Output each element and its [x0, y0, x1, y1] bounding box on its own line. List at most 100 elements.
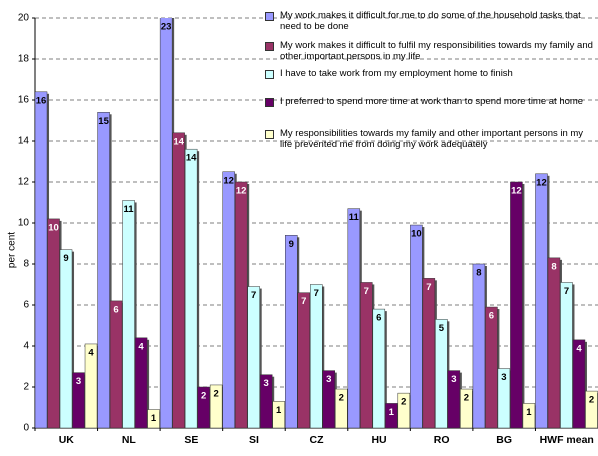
data-label: 4 [576, 343, 582, 354]
data-label: 6 [113, 304, 118, 315]
data-label: 2 [213, 388, 218, 399]
bar [385, 403, 398, 428]
x-tick-label: CZ [310, 434, 325, 446]
legend-entry: My work makes it difficult for me to do … [265, 10, 595, 32]
bar [472, 263, 486, 428]
legend-label: My work makes it difficult to fulfil my … [280, 40, 593, 62]
bar [372, 308, 386, 428]
y-tick-label: 20 [18, 13, 30, 24]
legend-item: I have to take work from my employment h… [265, 68, 595, 79]
y-tick-label: 2 [23, 382, 29, 393]
data-label: 6 [376, 313, 381, 324]
legend-label: My work makes it difficult for me to do … [280, 10, 581, 32]
bar [72, 372, 85, 428]
data-label: 12 [511, 186, 522, 197]
data-label: 4 [138, 341, 144, 352]
y-tick-label: 0 [23, 423, 29, 434]
data-label: 2 [589, 395, 594, 406]
data-label: 12 [223, 175, 234, 186]
legend-swatch [265, 98, 274, 107]
bar [109, 300, 123, 428]
bar [435, 319, 448, 428]
bar [422, 278, 436, 428]
legend-item: My responsibilities towards my family an… [265, 128, 595, 150]
bar [197, 386, 210, 428]
legend-entry: My work makes it difficult to fulfil my … [265, 40, 595, 62]
bar [209, 384, 223, 428]
data-label: 7 [364, 286, 369, 297]
data-label: 2 [339, 393, 344, 404]
data-label: 12 [536, 177, 547, 188]
bar [172, 132, 185, 428]
data-label: 23 [161, 22, 172, 33]
bar [247, 286, 260, 428]
data-label: 7 [314, 288, 319, 299]
bars [35, 18, 598, 428]
legend-label: I preferred to spend more time at work t… [280, 96, 584, 107]
data-label: 3 [451, 374, 456, 385]
bar [122, 200, 135, 428]
bar [272, 401, 285, 428]
data-label: 7 [564, 286, 569, 297]
data-label: 14 [173, 136, 184, 147]
bar [159, 18, 173, 428]
x-tick-label: SE [184, 434, 198, 446]
bar [222, 171, 235, 428]
data-label: 6 [489, 311, 494, 322]
bar [547, 257, 561, 428]
bar [535, 173, 548, 428]
bar [560, 282, 573, 428]
data-label: 12 [236, 186, 247, 197]
bar [134, 337, 148, 428]
data-label: 9 [63, 253, 68, 264]
data-label: 8 [551, 261, 556, 272]
data-label: 1 [526, 407, 532, 418]
data-label: 2 [201, 391, 206, 402]
bar [522, 403, 536, 428]
bar [297, 292, 310, 428]
data-label: 7 [251, 290, 256, 301]
data-label: 14 [186, 153, 197, 164]
data-label: 2 [401, 397, 406, 408]
bar [360, 282, 373, 428]
bar [97, 112, 110, 428]
data-label: 7 [426, 282, 431, 293]
legend-swatch [265, 42, 274, 51]
data-label: 11 [349, 212, 360, 223]
data-label: 1 [389, 407, 395, 418]
data-label: 8 [476, 268, 481, 279]
data-label: 3 [501, 372, 506, 383]
data-label: 7 [301, 296, 306, 307]
x-tick-label: RO [434, 434, 450, 446]
bar [184, 148, 198, 428]
legend-entry: I have to take work from my employment h… [265, 68, 595, 79]
x-tick-label: HWF mean [540, 434, 594, 446]
bar [310, 284, 323, 428]
legend-label: My responsibilities towards my family an… [280, 128, 584, 150]
bar [84, 343, 98, 428]
y-tick-label: 6 [23, 300, 29, 311]
data-label: 11 [124, 204, 135, 215]
data-label: 15 [98, 116, 109, 127]
legend-item: My work makes it difficult to fulfil my … [265, 40, 595, 62]
data-label: 4 [88, 347, 94, 358]
data-label: 10 [48, 222, 59, 233]
legend-entry: My responsibilities towards my family an… [265, 128, 595, 150]
bar [259, 374, 273, 428]
y-tick-label: 12 [18, 177, 30, 188]
y-tick-label: 4 [23, 341, 29, 352]
bar [335, 388, 348, 428]
legend-entry: I preferred to spend more time at work t… [265, 96, 595, 107]
x-tick-label: UK [59, 434, 75, 446]
legend-swatch [265, 70, 274, 79]
bar [447, 370, 461, 428]
legend-item: I preferred to spend more time at work t… [265, 96, 595, 107]
data-label: 2 [464, 393, 469, 404]
data-label: 3 [326, 374, 331, 385]
bar [397, 392, 411, 428]
bar [497, 368, 511, 428]
legend-item: My work makes it difficult for me to do … [265, 10, 595, 32]
data-label: 16 [36, 95, 47, 106]
x-tick-label: SI [249, 434, 259, 446]
